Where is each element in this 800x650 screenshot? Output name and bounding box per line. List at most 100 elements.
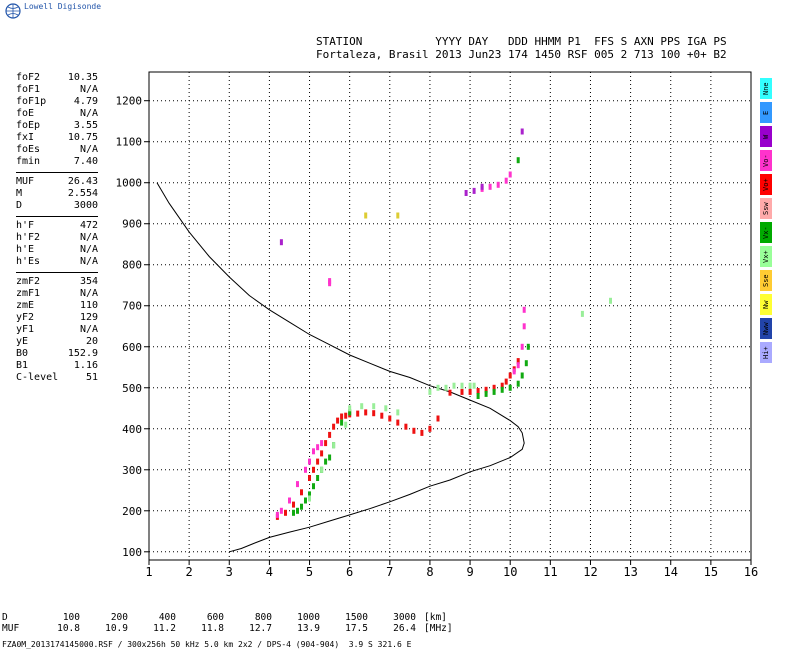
echo-point-vx- — [516, 380, 520, 387]
muf-value: 11.2 — [153, 623, 176, 634]
muf-value: 10.9 — [105, 623, 128, 634]
echo-point-nw — [364, 212, 368, 219]
param-row: h'E N/A — [16, 244, 98, 256]
muf-value: 17.5 — [345, 623, 368, 634]
param-label: zmF1 — [16, 288, 41, 299]
legend-item-nw: Nw — [760, 294, 772, 315]
echo-point-vx- — [324, 458, 328, 465]
x-tick-label: 6 — [346, 565, 353, 579]
echo-point-vx- — [300, 503, 303, 510]
muf-unit: [MHz] — [424, 623, 453, 634]
echo-point-vo- — [324, 440, 328, 447]
param-label: foEs — [16, 144, 41, 155]
echo-point-vo- — [522, 323, 526, 330]
echo-point-vo- — [296, 481, 299, 488]
x-tick-label: 13 — [623, 565, 637, 579]
x-tick-label: 9 — [466, 565, 473, 579]
echo-point-vx- — [520, 372, 524, 379]
echo-point-vo- — [312, 448, 315, 455]
echo-point-vx- — [460, 382, 464, 389]
echo-point-vo- — [275, 511, 279, 518]
echo-point-vo- — [328, 280, 332, 287]
footer-file-info: FZA0M_2013174145000.RSF / 300x256h 50 kH… — [2, 640, 412, 649]
param-label: foE — [16, 108, 35, 119]
profile-curve — [156, 182, 525, 553]
echo-point-vo- — [404, 423, 408, 430]
echo-point-vo- — [508, 372, 512, 379]
muf-distance-table: D 100 200 400 600 800 1000 1500 3000 [km] MUF 10.8… — [2, 612, 464, 634]
y-tick-label: 1100 — [116, 136, 143, 149]
echo-point-vo- — [336, 417, 340, 424]
param-value: 110 — [79, 300, 98, 311]
muf-value: 11.8 — [201, 623, 224, 634]
param-row: foF2 10.35 — [16, 72, 98, 84]
y-tick-label: 200 — [122, 505, 142, 518]
echo-point-vo- — [448, 389, 452, 396]
param-label: foEp — [16, 120, 41, 131]
echo-point-vo- — [304, 466, 307, 473]
echo-point-vx- — [444, 384, 448, 391]
param-row: foEp 3.55 — [16, 120, 98, 132]
param-value: 10.35 — [67, 72, 98, 83]
muf-value: 13.9 — [297, 623, 320, 634]
echo-point-vo- — [372, 410, 376, 417]
param-row: yF2 129 — [16, 312, 98, 324]
param-label: M — [16, 188, 23, 199]
param-value: 152.9 — [67, 348, 98, 359]
echo-point-vx- — [500, 386, 504, 393]
distance-unit: [km] — [424, 612, 447, 623]
distance-value: 3000 — [393, 612, 416, 623]
echo-point-vx- — [468, 382, 472, 389]
echo-point-vx- — [348, 405, 352, 412]
echo-point-vo- — [516, 362, 520, 369]
y-tick-label: 400 — [122, 423, 142, 436]
plot-frame — [148, 71, 752, 561]
legend-item-nne: Nne — [760, 78, 772, 99]
param-label: yF2 — [16, 312, 35, 323]
x-tick-label: 4 — [266, 565, 273, 579]
echo-point-vo- — [504, 177, 508, 184]
param-label: foF1 — [16, 84, 41, 95]
echo-point-vx- — [436, 384, 440, 391]
param-row: zmE 110 — [16, 300, 98, 312]
echo-point-vx- — [524, 360, 528, 367]
param-value: N/A — [79, 144, 98, 155]
y-tick-label: 600 — [122, 341, 142, 354]
param-row: MUF 26.43 — [16, 176, 98, 188]
echo-point-vo- — [522, 306, 526, 313]
echo-point-vo- — [288, 497, 291, 504]
param-value: 3.55 — [73, 120, 98, 131]
echo-point-vx- — [320, 466, 324, 473]
x-tick-label: 10 — [503, 565, 517, 579]
echo-point-vo- — [320, 440, 324, 447]
y-tick-label: 1200 — [116, 95, 143, 108]
echo-point-vx- — [580, 310, 584, 317]
param-row: B1 1.16 — [16, 360, 98, 372]
echo-point-vx- — [292, 509, 295, 516]
echo-point-vo- — [396, 419, 400, 426]
param-value: N/A — [79, 232, 98, 243]
echo-point-vo- — [492, 384, 496, 391]
muf-value: 10.8 — [57, 623, 80, 634]
param-separator — [16, 172, 98, 173]
echo-point-vx- — [476, 393, 480, 399]
echo-point-vx- — [360, 403, 364, 410]
param-value: 4.79 — [73, 96, 98, 107]
param-row: fxI 10.75 — [16, 132, 98, 144]
echo-point-vo- — [508, 171, 512, 178]
echo-point-vo- — [320, 450, 324, 457]
echo-point-vo- — [516, 358, 520, 365]
param-value: N/A — [79, 108, 98, 119]
echo-point-vo- — [284, 509, 287, 516]
echo-point-vo- — [496, 181, 500, 188]
x-tick-label: 3 — [226, 565, 233, 579]
echo-point-vx- — [396, 409, 400, 416]
x-tick-label: 14 — [664, 565, 678, 579]
header-values: Fortaleza, Brasil 2013 Jun23 174 1450 RS… — [316, 48, 727, 61]
param-value: 10.75 — [67, 132, 98, 143]
param-label: foF1p — [16, 96, 47, 107]
param-separator — [16, 272, 98, 273]
param-label: h'E — [16, 244, 35, 255]
echo-point-vo- — [476, 388, 480, 394]
echo-point-w — [472, 187, 476, 194]
